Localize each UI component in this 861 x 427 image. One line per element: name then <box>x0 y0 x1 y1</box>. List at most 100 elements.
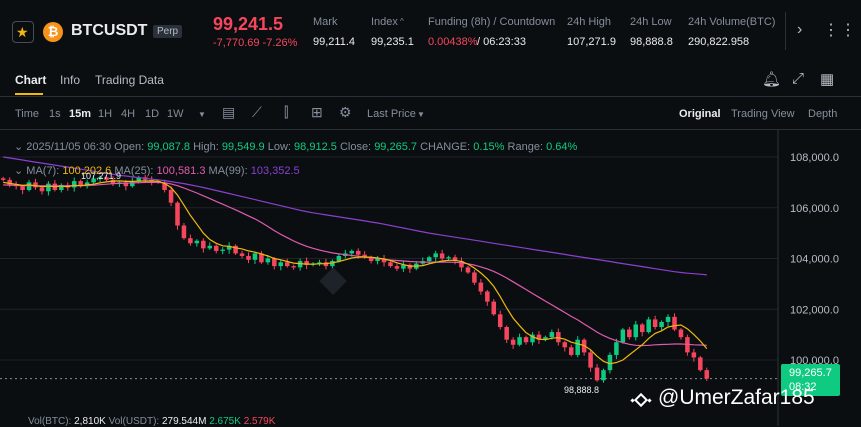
candle-body <box>549 332 555 338</box>
tab-info[interactable]: Info <box>60 73 81 87</box>
candle-body <box>265 258 271 263</box>
time-label[interactable]: Time <box>15 108 40 120</box>
open-value: 99,087.8 <box>147 141 191 153</box>
symbol-name[interactable]: BTCUSDT <box>71 22 148 39</box>
bell-icon[interactable]: 🔔︎ <box>762 71 782 88</box>
interval-1d[interactable]: 1D <box>145 108 160 120</box>
candle-body <box>362 254 367 258</box>
layout-grid-icon[interactable]: ▦ <box>820 71 835 88</box>
candle-body <box>394 266 400 269</box>
candle-body <box>20 186 25 190</box>
candle-body <box>497 314 503 328</box>
open-label: Open: <box>114 141 145 153</box>
candle-body <box>620 329 626 343</box>
interval-1w[interactable]: 1W <box>167 108 184 120</box>
last-price-tag: 99,265.7 08:32 <box>781 364 840 396</box>
candle-body <box>336 255 342 262</box>
volume-readout: Vol(BTC): 2,810K Vol(USDT): 279.544M 2.6… <box>28 416 275 427</box>
candle-body <box>97 177 103 179</box>
ticker-header: ★ ₿ BTCUSDT Perp 99,241.5 -7,770.69 -7.2… <box>0 0 861 62</box>
candle-body <box>104 177 109 180</box>
star-icon: ★ <box>16 24 29 40</box>
chart-toolbar: Time 1s 15m 1H 4H 1D 1W ▼ ▤ ⟋ ⫿ ⊞ ⚙ Last… <box>0 97 861 130</box>
low-marker-label: 98,888.8 <box>564 385 600 395</box>
vol-extra-2: 2.579K <box>243 416 276 427</box>
candle-body <box>39 187 45 192</box>
indicator-icon[interactable]: ⟋ <box>252 104 262 120</box>
interval-dropdown-icon[interactable]: ▼ <box>198 110 206 119</box>
candle-body <box>284 262 290 267</box>
y-axis-tick: 102,000.0 <box>790 304 839 316</box>
view-depth[interactable]: Depth <box>808 108 838 120</box>
candle-body <box>575 339 580 355</box>
chevron-down-icon[interactable]: ⌄ <box>14 141 24 153</box>
chevron-right-icon[interactable]: › <box>797 21 803 38</box>
interval-1s[interactable]: 1s <box>49 108 61 120</box>
candle-body <box>46 183 51 192</box>
candle-body <box>517 337 522 345</box>
favorite-button[interactable]: ★ <box>12 21 34 43</box>
candle-body <box>472 272 477 283</box>
candle-body <box>110 179 116 184</box>
candle-body <box>84 182 90 187</box>
last-price-tag-value: 99,265.7 <box>789 367 832 379</box>
candle-body <box>388 262 393 267</box>
candle-body <box>536 334 542 340</box>
low-value: 98,888.8 <box>630 36 673 48</box>
drawing-tools-icon[interactable]: ⊞ <box>311 104 323 120</box>
ma7-value: 100,202.6 <box>62 165 112 177</box>
low-value: 98,912.5 <box>294 141 337 153</box>
ma99-value: 103,352.5 <box>250 165 300 177</box>
candle-type-icon[interactable]: ⫿ <box>284 104 289 120</box>
chevron-down-icon[interactable]: ▼ <box>417 110 425 119</box>
candle-body <box>627 329 632 338</box>
candle-body <box>530 334 535 343</box>
interval-4h[interactable]: 4H <box>121 108 136 120</box>
candle-body <box>123 182 129 187</box>
view-original[interactable]: Original <box>679 108 721 120</box>
tab-chart[interactable]: Chart <box>15 73 47 87</box>
interval-15m[interactable]: 15m <box>69 108 92 120</box>
calendar-icon[interactable]: ▤ <box>222 104 236 120</box>
candle-body <box>452 257 458 262</box>
candlestick-chart[interactable]: 108,000.0 106,000.0 104,000.0 102,000.0 100,… <box>0 130 861 426</box>
candle-body <box>426 257 432 262</box>
chevron-down-icon[interactable]: ⌄ <box>14 165 24 177</box>
vol-usdt-label: Vol(USDT): <box>108 416 160 427</box>
mark-value: 99,211.4 <box>313 36 356 48</box>
candle-body <box>213 245 219 251</box>
candle-body <box>368 257 374 262</box>
chart-canvas[interactable]: 108,000.0 106,000.0 104,000.0 102,000.0 100,… <box>0 130 861 426</box>
funding-rate: 0.00438% <box>428 36 478 48</box>
candle-body <box>407 264 413 269</box>
interval-1h[interactable]: 1H <box>98 108 113 120</box>
price-source-select[interactable]: Last Price <box>367 108 416 120</box>
high-marker-label: 107,271.9 <box>81 171 122 181</box>
candle-body <box>207 245 213 249</box>
ma99-line <box>3 156 707 276</box>
ma25-value: 100,581.3 <box>156 165 206 177</box>
candle-body <box>175 202 180 226</box>
more-menu-icon[interactable]: ⋮⋮ <box>823 22 857 39</box>
candle-body <box>149 179 154 182</box>
settings-icon[interactable]: ⚙ <box>339 104 352 120</box>
tab-trading-data[interactable]: Trading Data <box>95 73 164 87</box>
volume-label: 24h Volume(BTC) <box>688 16 776 28</box>
candle-body <box>239 253 245 256</box>
index-info-icon[interactable]: ^ <box>400 17 404 26</box>
view-trading-view[interactable]: Trading View <box>731 108 795 120</box>
candle-body <box>349 250 355 254</box>
contract-badge: Perp <box>153 25 183 38</box>
candle-body <box>226 245 232 250</box>
candle-body <box>401 264 406 269</box>
candle-body <box>246 255 251 260</box>
candle-body <box>588 352 593 368</box>
fullscreen-icon[interactable]: ⤢ <box>792 70 805 87</box>
candle-body <box>381 258 387 263</box>
candle-body <box>33 182 38 188</box>
candle-body <box>91 178 96 183</box>
candle-body <box>562 342 568 348</box>
candle-body <box>304 261 309 265</box>
candle-body <box>465 267 471 273</box>
candle-body <box>355 250 361 255</box>
